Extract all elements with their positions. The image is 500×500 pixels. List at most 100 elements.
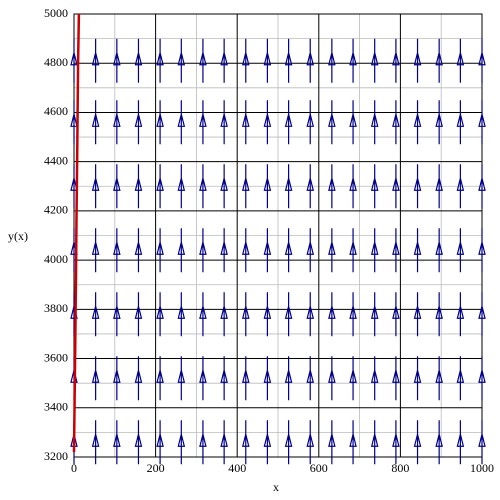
field-arrow (284, 420, 293, 465)
field-arrow (91, 292, 100, 337)
field-arrow (478, 100, 486, 145)
field-arrow (177, 100, 186, 145)
field-arrow (478, 38, 486, 83)
field-arrow (435, 100, 443, 145)
y-tick-label: 4400 (44, 153, 68, 167)
field-arrow (220, 356, 228, 401)
field-arrow (284, 38, 293, 83)
field-arrow (328, 292, 336, 337)
field-arrow (349, 420, 357, 465)
field-arrow (91, 420, 100, 465)
field-arrow (199, 228, 207, 273)
field-arrow (456, 164, 465, 209)
field-arrow (156, 100, 164, 145)
field-arrow (263, 356, 272, 401)
field-arrow (435, 228, 443, 273)
field-arrow (113, 292, 121, 337)
field-arrow (177, 356, 186, 401)
field-arrow (199, 356, 207, 401)
field-arrow (156, 420, 164, 465)
field-arrow (284, 356, 293, 401)
field-arrow (113, 228, 121, 273)
field-arrow (220, 164, 228, 209)
field-arrow (113, 164, 121, 209)
y-tick-label: 3400 (44, 400, 68, 414)
field-arrow (456, 38, 465, 83)
field-arrow (70, 100, 78, 145)
field-arrow (435, 164, 443, 209)
field-arrow (478, 228, 486, 273)
field-arrow (91, 228, 100, 273)
field-arrow (113, 38, 121, 83)
field-arrow (392, 420, 400, 465)
field-arrow (306, 292, 315, 337)
field-arrow (70, 164, 78, 209)
field-arrow (113, 356, 121, 401)
solution-curve (72, 13, 81, 453)
field-arrow (134, 100, 143, 145)
field-arrow (328, 420, 336, 465)
field-arrow (241, 38, 250, 83)
field-arrow (478, 420, 486, 465)
field-arrow (241, 292, 250, 337)
y-tick-label: 3200 (44, 449, 68, 463)
field-arrow (134, 420, 143, 465)
field-arrow (134, 292, 143, 337)
field-arrow (199, 292, 207, 337)
field-arrow (392, 38, 400, 83)
field-arrow (370, 100, 379, 145)
field-arrow (263, 228, 272, 273)
field-arrow (220, 38, 228, 83)
field-arrow (392, 292, 400, 337)
field-arrow (392, 164, 400, 209)
field-arrow (456, 420, 465, 465)
field-arrow (413, 292, 422, 337)
field-arrow (241, 164, 250, 209)
field-arrow (134, 228, 143, 273)
y-tick-label: 4600 (44, 104, 68, 118)
x-tick-label: 200 (147, 461, 165, 475)
field-arrow (370, 164, 379, 209)
field-arrow (113, 100, 121, 145)
field-arrow (478, 164, 486, 209)
field-arrow (306, 38, 315, 83)
field-arrow (284, 100, 293, 145)
field-arrow (349, 164, 357, 209)
field-arrow (392, 228, 400, 273)
field-arrow (370, 356, 379, 401)
field-arrow (263, 420, 272, 465)
y-tick-label: 5000 (44, 6, 68, 20)
field-arrow (349, 38, 357, 83)
field-arrow (241, 420, 250, 465)
field-arrow (199, 38, 207, 83)
field-arrow (413, 164, 422, 209)
field-arrow (435, 38, 443, 83)
field-arrow (177, 38, 186, 83)
field-arrow (156, 228, 164, 273)
field-arrow (306, 228, 315, 273)
field-arrow (199, 164, 207, 209)
field-arrow (91, 356, 100, 401)
field-arrow (263, 164, 272, 209)
field-arrow (435, 420, 443, 465)
field-arrow (177, 420, 186, 465)
field-arrow (156, 38, 164, 83)
field-arrow (456, 100, 465, 145)
field-arrow (91, 164, 100, 209)
field-arrow (413, 356, 422, 401)
x-axis-label: x (273, 480, 279, 494)
field-arrow (263, 38, 272, 83)
field-arrow (177, 164, 186, 209)
field-arrow (413, 420, 422, 465)
field-arrow (284, 164, 293, 209)
field-arrow (134, 164, 143, 209)
field-arrow (478, 356, 486, 401)
field-arrow (328, 100, 336, 145)
field-arrow (456, 292, 465, 337)
field-arrow (284, 228, 293, 273)
field-arrow (478, 292, 486, 337)
y-tick-label: 4200 (44, 203, 68, 217)
x-tick-label: 800 (391, 461, 409, 475)
field-arrow (328, 228, 336, 273)
